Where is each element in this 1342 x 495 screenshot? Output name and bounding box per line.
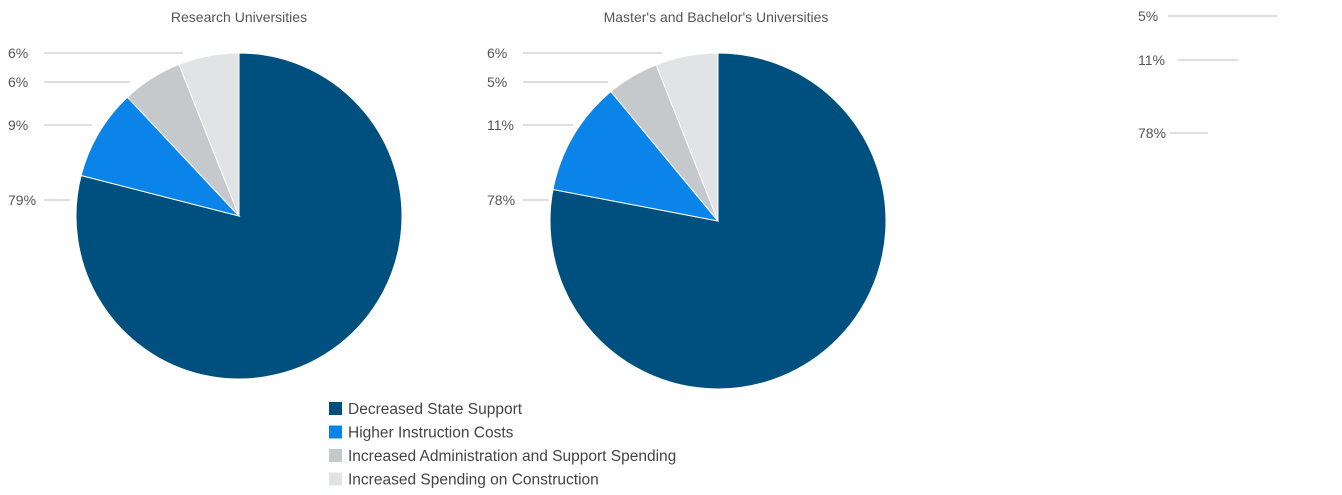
pie-slice xyxy=(80,96,241,217)
legend-swatch xyxy=(329,402,342,415)
data-label: 6% xyxy=(487,45,507,61)
data-label: 5% xyxy=(487,74,507,90)
legend-label: Higher Instruction Costs xyxy=(348,425,514,442)
pie-slice xyxy=(178,52,240,217)
legend-label: Decreased State Support xyxy=(348,401,523,418)
data-label: 79% xyxy=(8,192,36,208)
pie-slice xyxy=(549,52,887,390)
pie-slice xyxy=(655,52,719,222)
data-label: 11% xyxy=(1138,52,1165,68)
pie-chart-3: 78% 11% 5% xyxy=(1138,8,1277,141)
chart-title: Research Universities xyxy=(171,9,307,25)
legend-label: Increased Administration and Support Spe… xyxy=(348,448,676,465)
data-label: 6% xyxy=(8,45,28,61)
chart-title: Master's and Bachelor's Universities xyxy=(604,9,829,25)
legend-swatch xyxy=(329,449,342,462)
data-label: 11% xyxy=(487,117,514,133)
data-label: 5% xyxy=(1138,8,1158,24)
legend-swatch xyxy=(329,472,342,486)
pie-slice xyxy=(552,90,720,222)
pie-slice xyxy=(75,52,403,380)
data-label: 9% xyxy=(8,117,28,133)
pie-chart-2: Master's and Bachelor's Universities 78% 1… xyxy=(487,9,887,390)
legend-label: Increased Spending on Construction xyxy=(348,472,599,489)
data-label: 6% xyxy=(8,74,28,90)
pie-chart-1: Research Universities 79% 9% 6% 6% xyxy=(8,9,403,380)
legend-swatch xyxy=(329,425,342,439)
data-label: 78% xyxy=(1138,125,1166,141)
data-label: 78% xyxy=(487,192,515,208)
legend: Decreased State Support Higher Instructio… xyxy=(329,401,676,489)
